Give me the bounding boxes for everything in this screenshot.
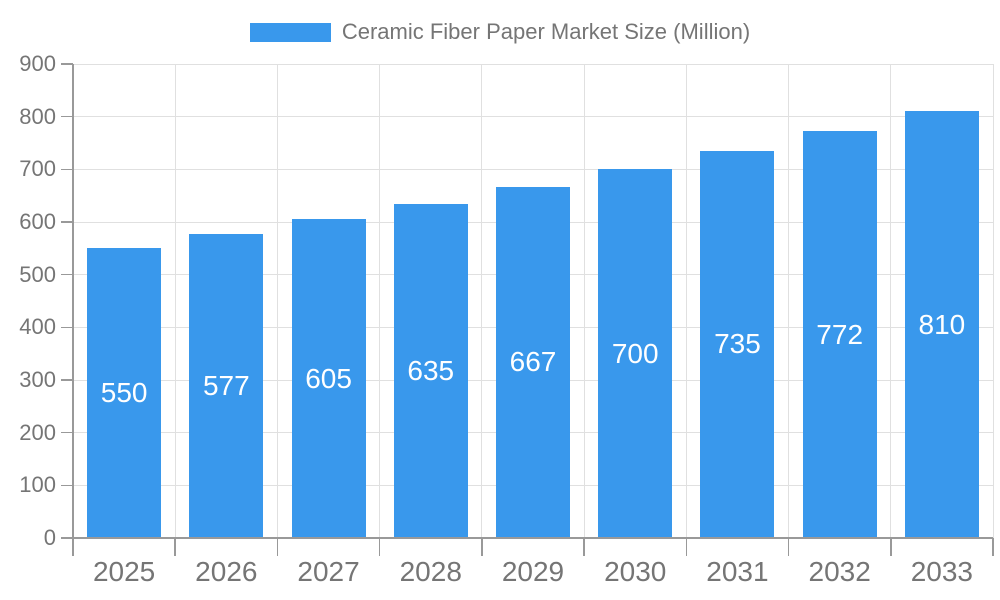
y-axis-tick [61, 431, 73, 434]
x-axis-label: 2031 [706, 556, 769, 587]
x-axis-line [73, 537, 993, 539]
x-axis-tick [890, 538, 892, 556]
gridline-vertical [685, 64, 687, 538]
bar-value-label: 605 [305, 362, 352, 394]
y-axis-tick [61, 168, 73, 171]
gridline-horizontal [73, 63, 993, 65]
gridline-horizontal [73, 116, 993, 118]
y-axis-tick-label: 600 [19, 209, 56, 234]
x-axis-label: 2027 [297, 556, 360, 587]
bar-value-label: 577 [202, 370, 250, 402]
y-axis-tick-label: 100 [19, 472, 56, 498]
x-axis-tick [72, 538, 74, 556]
x-axis-tick [583, 538, 585, 556]
bar-2029[interactable]: 667 [496, 186, 570, 538]
gridline-vertical [788, 64, 790, 538]
gridline-vertical [890, 64, 892, 538]
bar-2031[interactable]: 735 [700, 150, 775, 538]
gridline-vertical [481, 64, 483, 538]
x-axis-tick [685, 538, 688, 556]
gridline-vertical [174, 64, 176, 538]
bar-2026[interactable]: 577 [189, 234, 264, 538]
y-axis-tick-label: 0 [43, 525, 56, 550]
y-axis-tick [61, 379, 73, 381]
legend[interactable]: Ceramic Fiber Paper Market Size (Million… [0, 19, 1000, 45]
y-axis-tick-label: 800 [19, 103, 56, 129]
gridline-vertical [379, 64, 381, 538]
x-axis-tick [787, 538, 790, 556]
legend-swatch-icon [249, 22, 331, 42]
x-axis-tick [481, 538, 483, 556]
bar-value-label: 700 [611, 337, 659, 369]
x-axis-tick [174, 538, 176, 556]
bar-2030[interactable]: 700 [598, 169, 673, 538]
x-axis-label: 2029 [501, 556, 565, 587]
bar-value-label: 550 [100, 377, 148, 409]
bar-value-label: 635 [407, 354, 455, 386]
legend-label: Ceramic Fiber Paper Market Size (Million… [341, 19, 751, 44]
x-axis-label: 2028 [399, 556, 462, 587]
gridline-vertical [992, 64, 994, 538]
y-axis-tick-label: 200 [19, 419, 56, 445]
y-axis-tick [61, 537, 73, 539]
bar-2028[interactable]: 635 [393, 203, 468, 538]
bar-2025[interactable]: 550 [87, 248, 162, 538]
bar-value-label: 810 [918, 308, 966, 340]
x-axis-label: 2030 [604, 556, 667, 587]
gridline-vertical [276, 64, 278, 538]
y-axis-tick [61, 115, 73, 118]
gridline-horizontal [73, 168, 993, 170]
y-axis-tick [61, 273, 73, 276]
y-axis-line [72, 64, 74, 538]
y-axis-tick [61, 326, 73, 329]
y-axis-tick [61, 484, 73, 487]
bar-2032[interactable]: 772 [802, 131, 877, 538]
x-axis-label: 2026 [195, 556, 258, 587]
x-axis-tick [378, 538, 381, 556]
x-axis-label: 2032 [808, 556, 871, 587]
gridline-vertical [583, 64, 585, 538]
y-axis-tick-label: 500 [19, 261, 56, 287]
x-axis-label: 2033 [910, 556, 974, 587]
x-axis-label: 2025 [92, 556, 156, 587]
y-axis-tick [61, 221, 73, 223]
y-axis-tick-label: 900 [19, 51, 56, 76]
x-axis-tick [276, 538, 279, 556]
y-axis-tick-label: 700 [19, 156, 56, 182]
y-axis-tick-label: 300 [19, 367, 56, 392]
y-axis-tick [61, 63, 73, 65]
bar-2027[interactable]: 605 [291, 219, 366, 538]
bar-value-label: 667 [509, 346, 557, 378]
bar-value-label: 772 [816, 318, 864, 350]
bar-value-label: 735 [714, 328, 761, 360]
y-axis-tick-label: 400 [19, 314, 56, 340]
x-axis-tick [992, 538, 994, 556]
bar-2033[interactable]: 810 [904, 111, 979, 538]
